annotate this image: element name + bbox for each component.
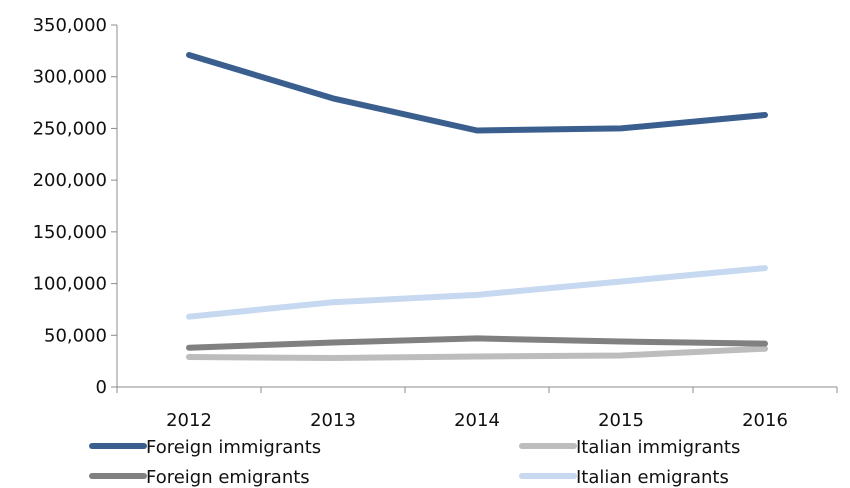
x-tick-label: 2012: [166, 410, 212, 431]
legend: Foreign immigrants Italian immigrants Fore…: [89, 437, 740, 488]
x-tick-label: 2016: [742, 410, 788, 431]
legend-label-foreign-immigrants: Foreign immigrants: [146, 437, 321, 458]
y-tick-label: 100,000: [33, 274, 107, 295]
x-tick-label: 2013: [310, 410, 356, 431]
legend-label-italian-emigrants: Italian emigrants: [576, 467, 729, 488]
y-tick-label: 200,000: [33, 170, 107, 191]
series-line-foreign-immigrants: [186, 52, 768, 134]
y-tick-label: 350,000: [33, 15, 107, 36]
series-line-foreign-emigrants: [186, 335, 768, 351]
y-tick-label: 300,000: [33, 67, 107, 88]
legend-label-foreign-emigrants: Foreign emigrants: [146, 467, 310, 488]
series-line-italian-immigrants: [186, 345, 768, 361]
y-tick-label: 50,000: [44, 325, 107, 346]
y-tick-label: 150,000: [33, 222, 107, 243]
legend-label-italian-immigrants: Italian immigrants: [576, 437, 740, 458]
series-line-italian-emigrants: [186, 265, 768, 320]
series-layer: [186, 52, 768, 361]
x-tick-label: 2015: [598, 410, 644, 431]
y-tick-label: 250,000: [33, 118, 107, 139]
y-tick-label: 0: [96, 377, 107, 398]
x-tick-label: 2014: [454, 410, 500, 431]
y-axis: 0 50,000 100,000 150,000 200,000 250,000 300,0…: [33, 15, 118, 398]
x-axis: 2012 2013 2014 2015 2016: [116, 386, 838, 431]
